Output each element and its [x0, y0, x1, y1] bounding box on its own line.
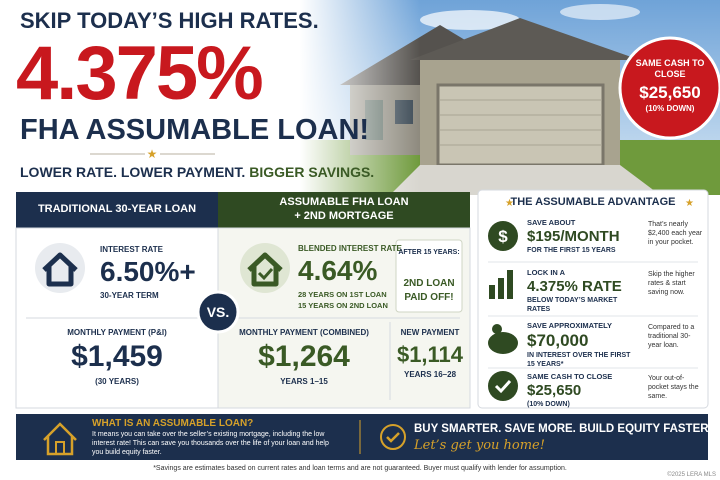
new-payment: $1,114 — [396, 342, 464, 367]
rate-detail: 28 YEARS ON 1ST LOAN — [298, 290, 387, 299]
item-note: Compared to a traditional 30-year loan. — [648, 324, 695, 349]
item-value: $25,650 — [527, 382, 582, 399]
header-line: FHA ASSUMABLE LOAN! — [20, 114, 370, 146]
banner-answer: It means you can take over the seller’s … — [92, 431, 329, 456]
item-sub: FOR THE FIRST 15 YEARS — [527, 247, 616, 254]
badge-label: SAME CASH TO CLOSE — [635, 58, 705, 79]
header-line: SKIP TODAY’S HIGH RATES. — [20, 8, 319, 33]
svg-text:★: ★ — [147, 147, 158, 161]
advantage-title: THE ASSUMABLE ADVANTAGE — [510, 196, 676, 208]
card-title: TRADITIONAL 30-YEAR LOAN — [37, 203, 197, 215]
item-note: Skip the higher rates & start saving now… — [648, 271, 695, 296]
disclaimer: *Savings are estimates based on current … — [153, 465, 567, 472]
rate-value: 6.50%+ — [100, 256, 196, 287]
tagline: LOWER RATE. LOWER PAYMENT. BIGGER SAVING… — [20, 164, 374, 180]
svg-text:★: ★ — [685, 198, 694, 209]
banner-script: Let’s get you home! — [414, 438, 545, 453]
banner-cta: BUY SMARTER. SAVE MORE. BUILD EQUITY FAS… — [414, 423, 712, 435]
header-rate: 4.375% — [16, 31, 264, 116]
item-note: Your out-of-pocket stays the same. — [648, 375, 699, 400]
card-title: ASSUMABLE FHA LOAN + 2ND MORTGAGE — [218, 195, 470, 223]
new-label: NEW PAYMENT — [400, 328, 460, 337]
item-label: SAVE ABOUT — [527, 218, 576, 227]
watermark: ©2025 LERA MLS — [667, 472, 716, 478]
item-value: $70,000 — [527, 331, 589, 350]
badge-amount: $25,650 — [639, 83, 701, 102]
term: 30-YEAR TERM — [100, 291, 159, 300]
new-note: YEARS 16–28 — [403, 370, 457, 379]
item-note: That’s nearly $2,400 each year in your p… — [648, 221, 703, 246]
after-label: AFTER 15 YEARS: — [398, 249, 460, 256]
payment-label: MONTHLY PAYMENT (COMBINED) — [239, 328, 369, 337]
rate-label: INTEREST RATE — [100, 245, 163, 254]
rate-label: BLENDED INTEREST RATE — [298, 244, 402, 253]
badge-note: (10% DOWN) — [645, 104, 695, 113]
vs-label: VS. — [206, 304, 230, 320]
payment-value: $1,264 — [258, 340, 350, 373]
item-value: 4.375% RATE — [527, 278, 622, 295]
after-text: 2ND LOAN — [403, 278, 455, 289]
rate-value: 4.64% — [298, 255, 378, 286]
item-sub: IN INTEREST OVER THE FIRST 15 YEARS* — [527, 352, 631, 368]
payment-note: (30 YEARS) — [95, 377, 139, 386]
tagline-emphasis: BIGGER SAVINGS. — [249, 164, 375, 180]
item-label: SAVE APPROXIMATELY — [527, 321, 613, 330]
badge: SAME CASH TO CLOSE $25,650 (10% DOWN) — [630, 58, 710, 113]
card-title-line: + 2ND MORTGAGE — [294, 210, 394, 222]
payment-label: MONTHLY PAYMENT (P&I) — [67, 328, 167, 337]
item-label: SAME CASH TO CLOSE — [527, 372, 613, 381]
card-title-line: ASSUMABLE FHA LOAN — [279, 196, 409, 208]
svg-text:$: $ — [498, 227, 508, 246]
rate-detail: 15 YEARS ON 2ND LOAN — [298, 301, 388, 310]
banner-question: WHAT IS AN ASSUMABLE LOAN? — [92, 418, 254, 429]
item-sub: BELOW TODAY’S MARKET RATES — [527, 297, 618, 313]
payment-value: $1,459 — [71, 340, 163, 373]
svg-text:★: ★ — [505, 198, 514, 209]
item-value: $195/MONTH — [527, 228, 620, 245]
item-sub: (10% DOWN) — [527, 401, 570, 408]
item-label: LOCK IN A — [527, 268, 566, 277]
tagline-text: LOWER RATE. LOWER PAYMENT. — [20, 164, 246, 180]
payment-note: YEARS 1–15 — [280, 377, 328, 386]
after-text: PAID OFF! — [404, 292, 454, 303]
